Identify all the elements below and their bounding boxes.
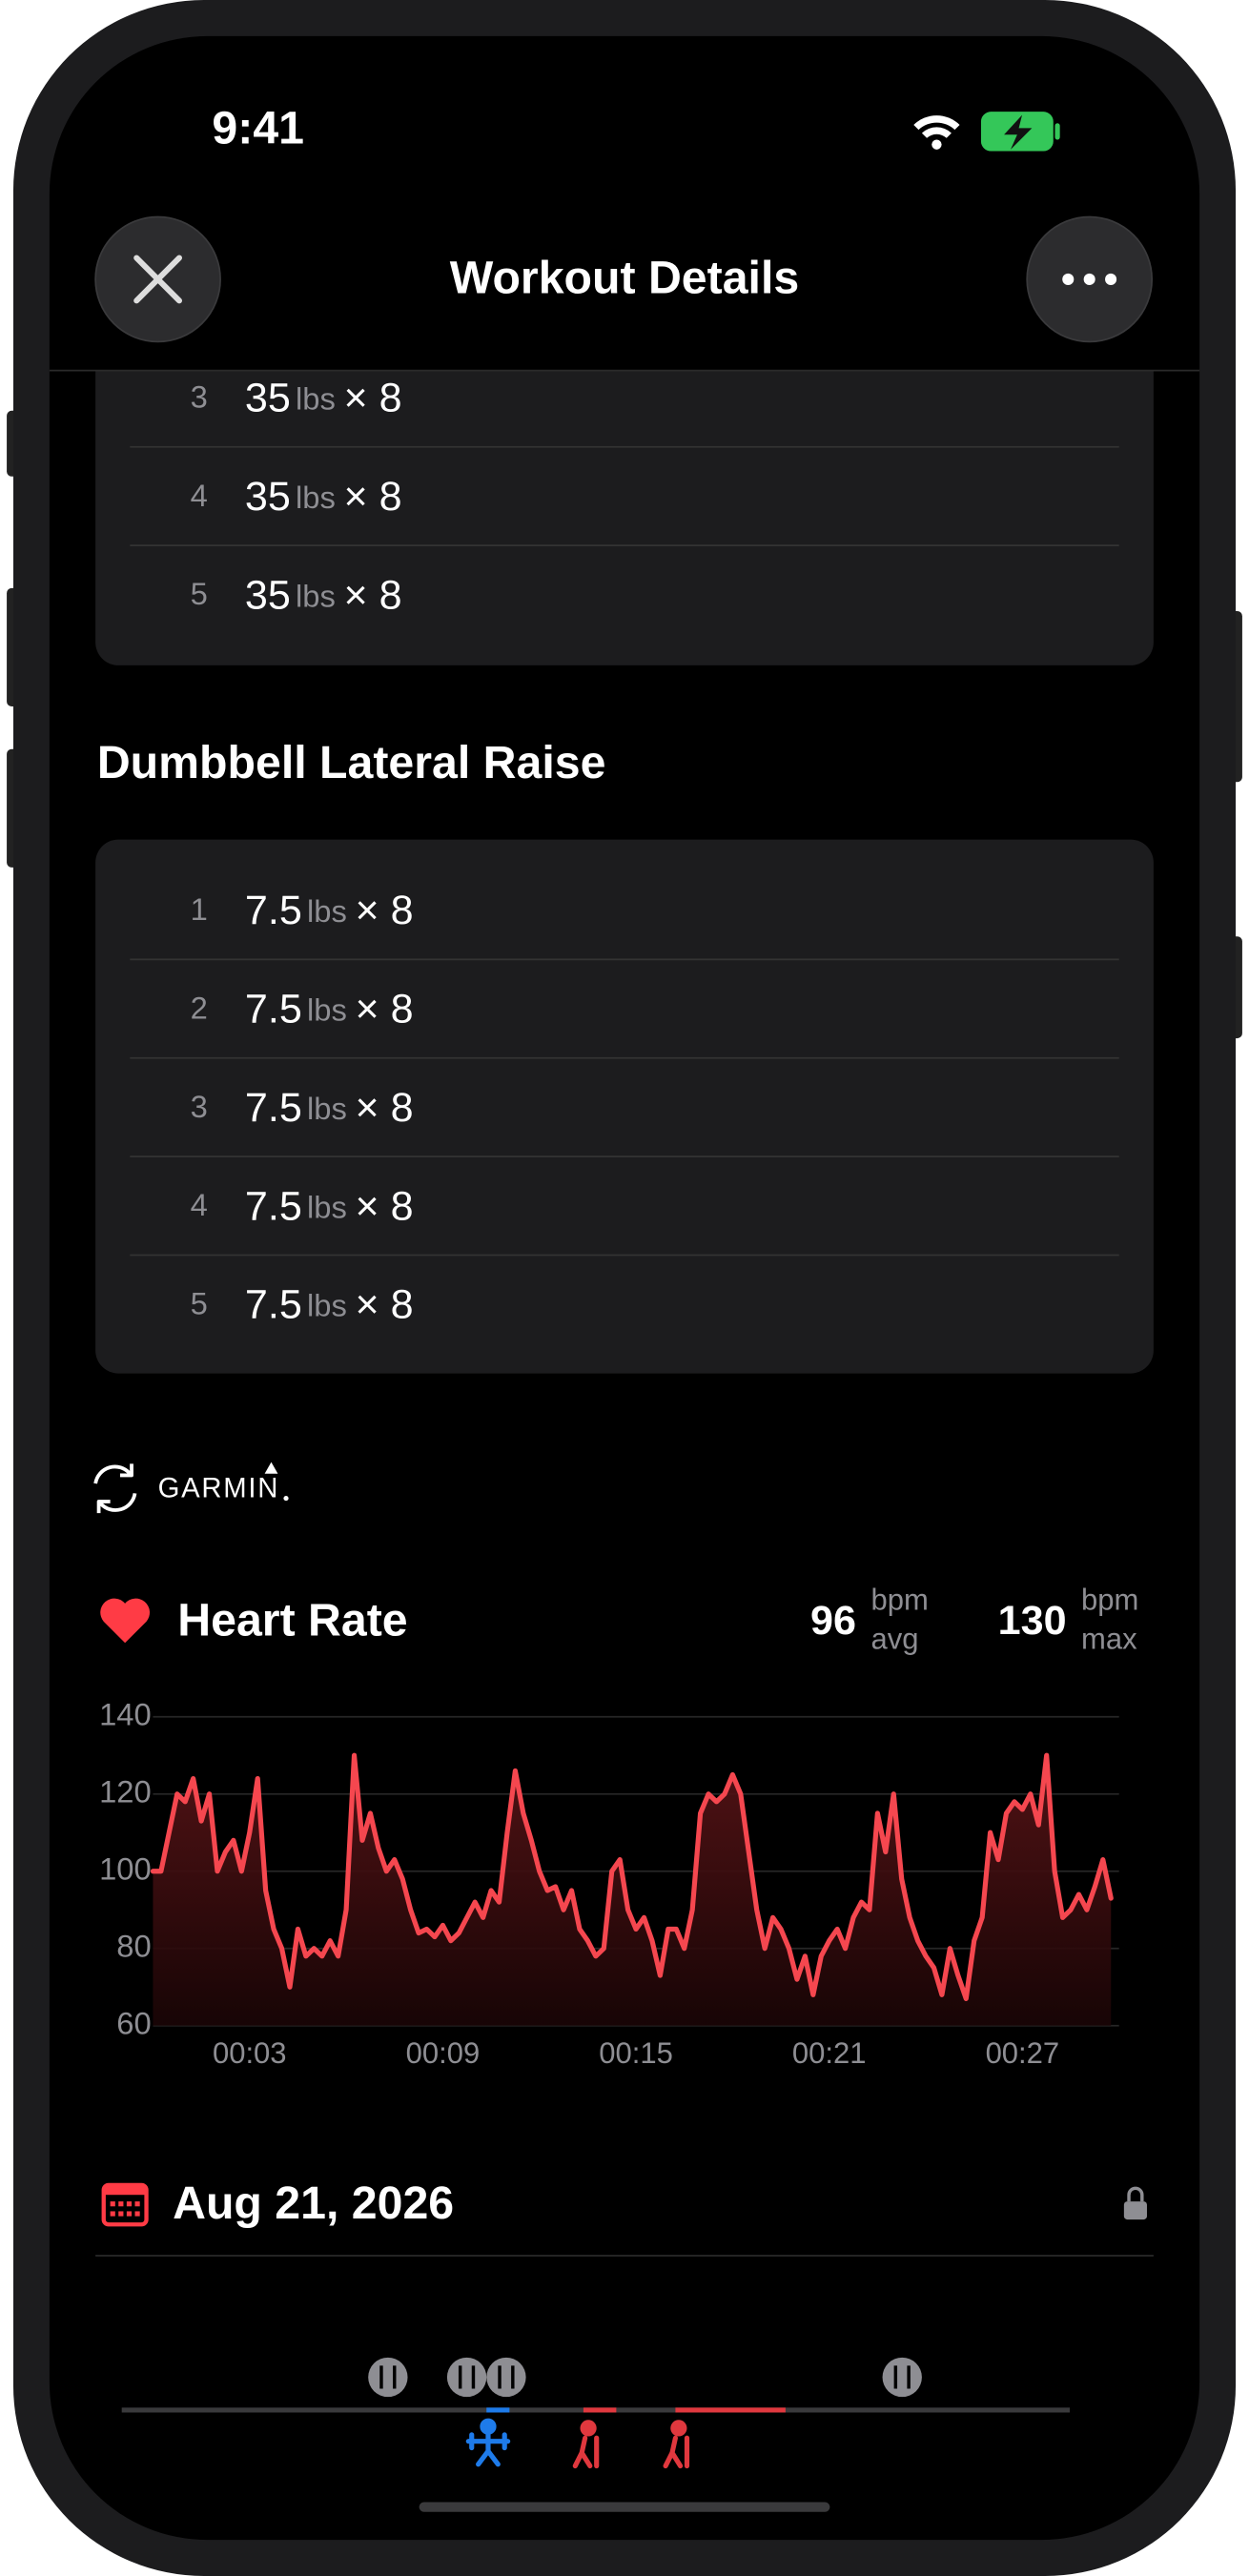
close-button[interactable] (94, 215, 221, 343)
set-detail: 7.5 lbs × 8 (245, 987, 414, 1032)
sets-card (95, 371, 1154, 665)
y-tick-label: 100 (99, 1850, 152, 1886)
calendar-icon (101, 2182, 149, 2227)
set-detail: 7.5 lbs × 8 (245, 1282, 414, 1328)
source-name: GARMIN (158, 1473, 279, 1504)
max-label: max (1081, 1623, 1137, 1656)
set-unit: lbs (307, 893, 347, 929)
set-weight: 7.5 (245, 1282, 302, 1328)
home-indicator (419, 2502, 830, 2512)
workout-icon (465, 2418, 511, 2467)
set-index: 1 (191, 891, 208, 927)
chart-title: Heart Rate (177, 1594, 407, 1646)
set-detail: 35 lbs × 8 (245, 376, 402, 421)
set-weight: 35 (245, 376, 291, 421)
set-index: 3 (191, 1089, 208, 1124)
set-reps: × 8 (355, 1282, 413, 1328)
set-weight: 7.5 (245, 888, 302, 933)
wifi-icon (913, 115, 960, 150)
garmin-triangle (264, 1462, 278, 1474)
status-time: 9:41 (212, 103, 304, 154)
sync-icon (93, 1463, 137, 1514)
garmin-dot (283, 1495, 289, 1502)
set-index: 4 (191, 1187, 208, 1222)
set-detail: 7.5 lbs × 8 (245, 888, 414, 933)
area (153, 1755, 1112, 2026)
max-unit: bpm (1081, 1583, 1138, 1616)
set-reps: × 8 (355, 1184, 413, 1230)
set-unit: lbs (307, 1189, 347, 1224)
x-tick-label: 00:09 (406, 2036, 481, 2070)
set-detail: 35 lbs × 8 (245, 474, 402, 520)
set-weight: 7.5 (245, 1184, 302, 1230)
set-unit: lbs (307, 992, 347, 1027)
set-index: 3 (191, 378, 208, 414)
exercise-name: Dumbbell Lateral Raise (97, 737, 606, 788)
y-tick-label: 80 (116, 1928, 151, 1963)
set-unit: lbs (307, 1287, 347, 1322)
sets-card (95, 839, 1154, 1374)
avg-value: 96 (810, 1598, 856, 1644)
max-value: 130 (998, 1598, 1067, 1644)
set-index: 5 (191, 1286, 208, 1321)
y-tick-label: 140 (99, 1696, 152, 1731)
set-weight: 7.5 (245, 987, 302, 1032)
set-weight: 35 (245, 474, 291, 520)
set-index: 5 (191, 576, 208, 611)
set-unit: lbs (307, 1091, 347, 1126)
set-detail: 7.5 lbs × 8 (245, 1085, 414, 1131)
set-detail: 7.5 lbs × 8 (245, 1184, 414, 1230)
set-reps: × 8 (344, 474, 402, 520)
x-tick-label: 00:27 (986, 2036, 1060, 2070)
set-unit: lbs (296, 380, 336, 416)
set-index: 2 (191, 990, 208, 1025)
set-detail: 35 lbs × 8 (245, 573, 402, 619)
x-tick-label: 00:15 (599, 2036, 673, 2070)
x-tick-label: 00:03 (213, 2036, 287, 2070)
y-tick-label: 120 (99, 1773, 152, 1809)
date: Aug 21, 2026 (173, 2177, 454, 2229)
avg-label: avg (870, 1623, 918, 1656)
hike-icon (572, 2420, 690, 2469)
header-title: Workout Details (450, 252, 799, 303)
set-weight: 7.5 (245, 1085, 302, 1131)
set-reps: × 8 (344, 376, 402, 421)
set-reps: × 8 (355, 888, 413, 933)
more-button[interactable] (1026, 215, 1154, 343)
heart-icon (100, 1598, 151, 1644)
battery-icon (980, 112, 1060, 152)
y-tick-label: 60 (116, 2005, 151, 2040)
set-index: 4 (191, 478, 208, 513)
set-unit: lbs (296, 480, 336, 515)
set-unit: lbs (296, 578, 336, 613)
lock-icon (1123, 2186, 1147, 2220)
set-reps: × 8 (344, 573, 402, 619)
set-reps: × 8 (355, 987, 413, 1032)
set-reps: × 8 (355, 1085, 413, 1131)
line (150, 1752, 1114, 2001)
avg-unit: bpm (870, 1583, 928, 1616)
x-tick-label: 00:21 (792, 2036, 867, 2070)
set-weight: 35 (245, 573, 291, 619)
meal-icons (368, 2357, 922, 2398)
